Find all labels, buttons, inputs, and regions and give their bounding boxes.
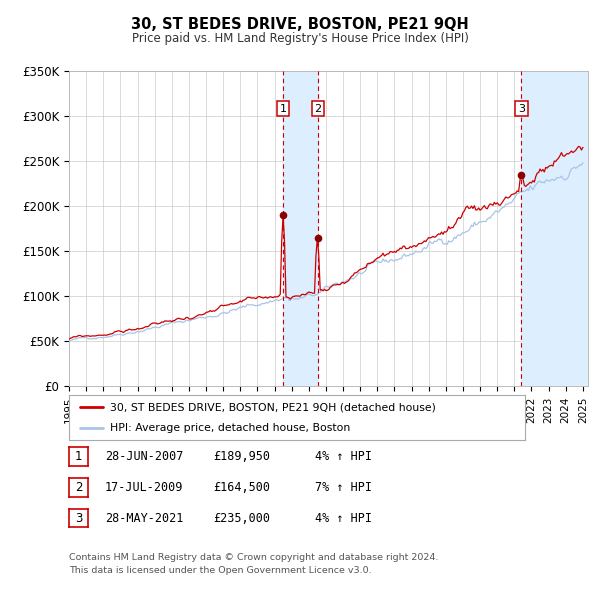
Text: 28-MAY-2021: 28-MAY-2021 <box>105 512 184 525</box>
Text: This data is licensed under the Open Government Licence v3.0.: This data is licensed under the Open Gov… <box>69 566 371 575</box>
Text: 17-JUL-2009: 17-JUL-2009 <box>105 481 184 494</box>
Text: 28-JUN-2007: 28-JUN-2007 <box>105 450 184 463</box>
Text: £235,000: £235,000 <box>213 512 270 525</box>
Text: Contains HM Land Registry data © Crown copyright and database right 2024.: Contains HM Land Registry data © Crown c… <box>69 553 439 562</box>
Text: 30, ST BEDES DRIVE, BOSTON, PE21 9QH (detached house): 30, ST BEDES DRIVE, BOSTON, PE21 9QH (de… <box>110 402 436 412</box>
Text: 2: 2 <box>75 481 82 494</box>
Text: 4% ↑ HPI: 4% ↑ HPI <box>315 450 372 463</box>
Text: 1: 1 <box>75 450 82 463</box>
Bar <box>521 71 588 386</box>
Text: Price paid vs. HM Land Registry's House Price Index (HPI): Price paid vs. HM Land Registry's House … <box>131 32 469 45</box>
Text: 3: 3 <box>518 104 525 114</box>
Text: 4% ↑ HPI: 4% ↑ HPI <box>315 512 372 525</box>
Text: £164,500: £164,500 <box>213 481 270 494</box>
Text: HPI: Average price, detached house, Boston: HPI: Average price, detached house, Bost… <box>110 422 350 432</box>
Text: 1: 1 <box>280 104 286 114</box>
Text: 7% ↑ HPI: 7% ↑ HPI <box>315 481 372 494</box>
Text: 30, ST BEDES DRIVE, BOSTON, PE21 9QH: 30, ST BEDES DRIVE, BOSTON, PE21 9QH <box>131 17 469 31</box>
Text: £189,950: £189,950 <box>213 450 270 463</box>
Text: 2: 2 <box>314 104 322 114</box>
Bar <box>283 71 318 386</box>
Text: 3: 3 <box>75 512 82 525</box>
